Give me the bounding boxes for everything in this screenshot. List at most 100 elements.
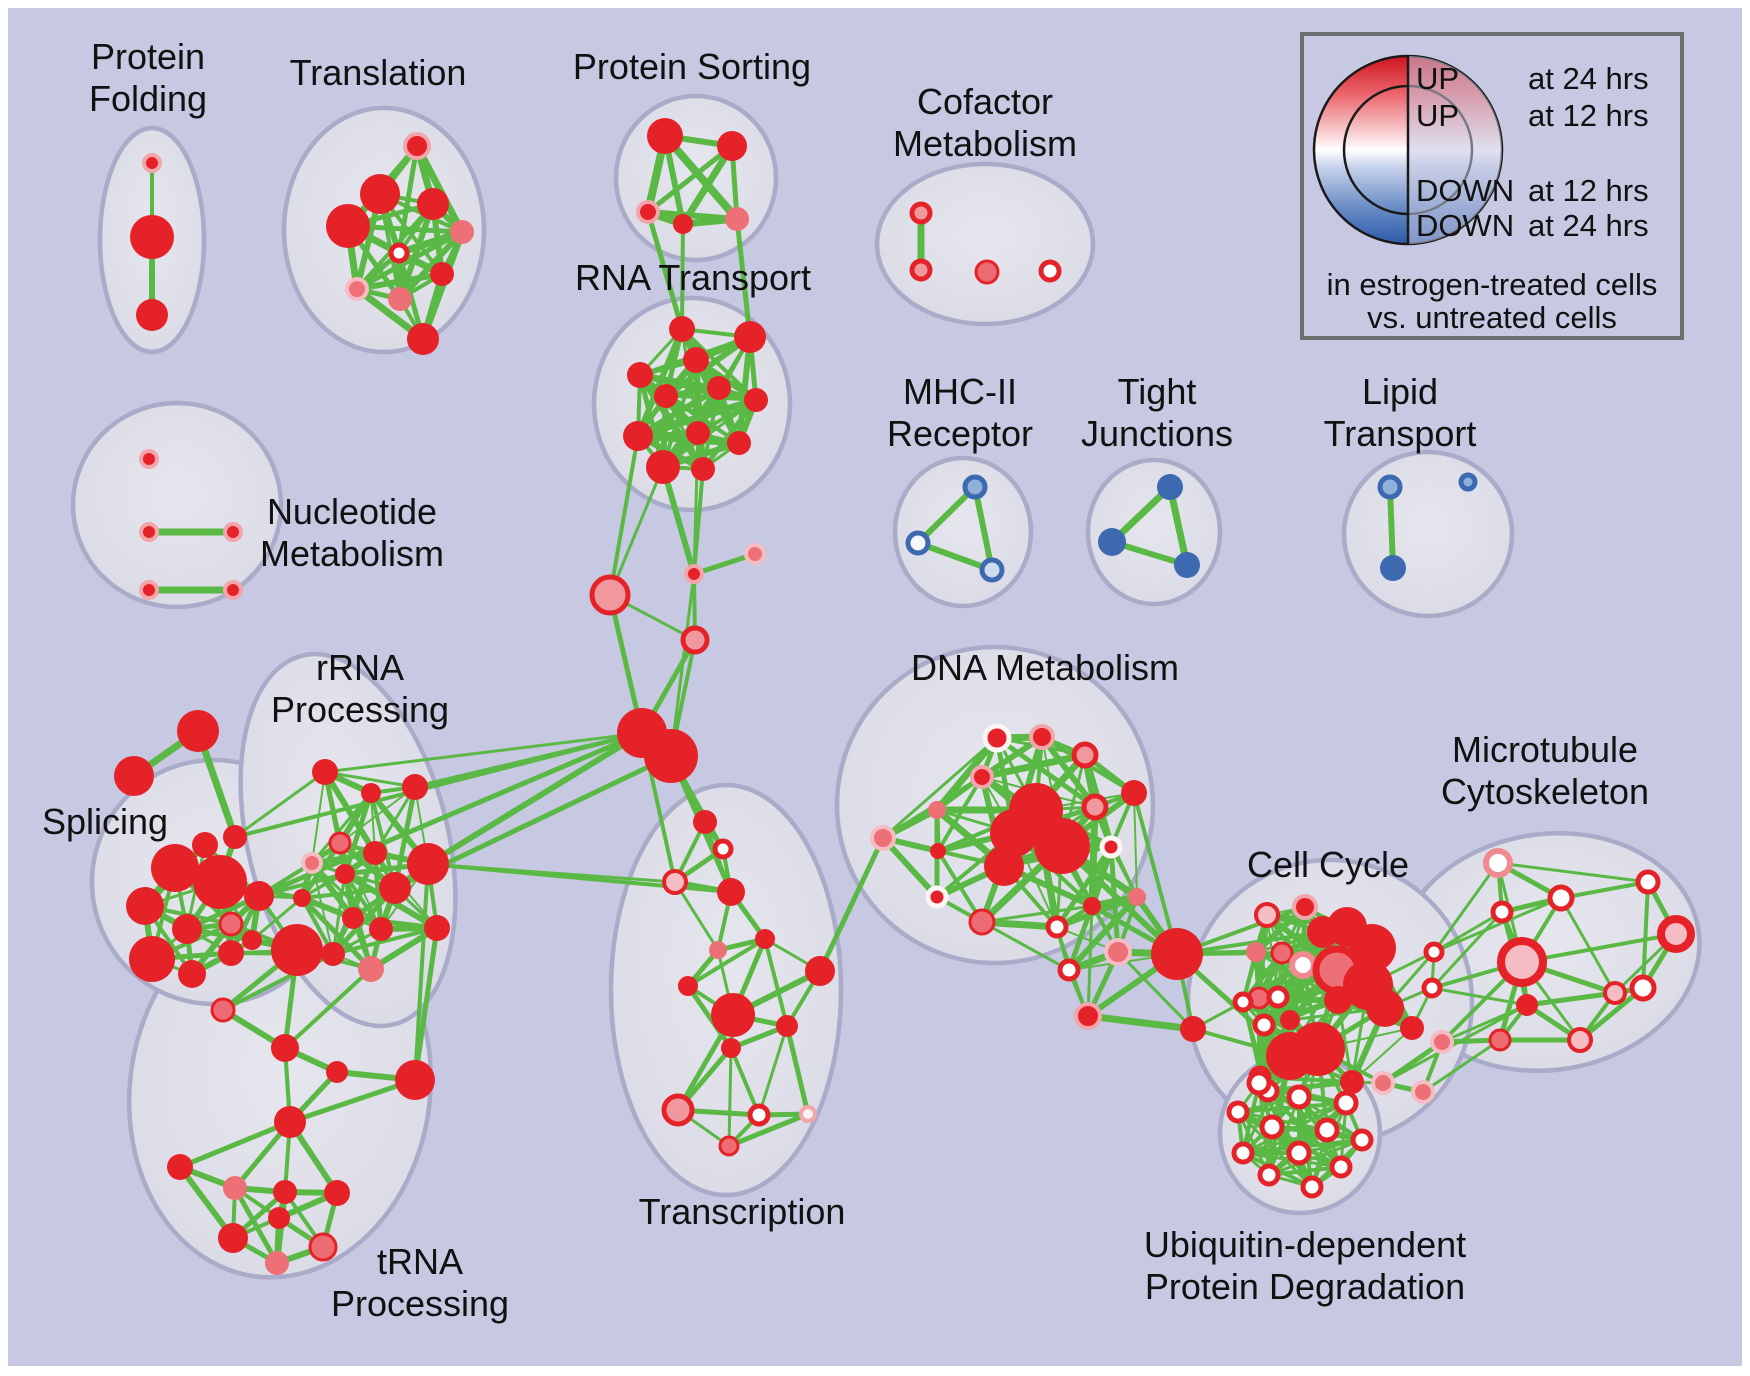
- gene-set-node: [114, 756, 154, 796]
- edge: [729, 1046, 761, 1117]
- edge: [1381, 1003, 1529, 1085]
- nodes-layer: [114, 118, 1695, 1275]
- edge: [1166, 483, 1191, 569]
- edge: [1088, 803, 1099, 910]
- cluster-label-protein-sorting: Protein Sorting: [573, 46, 811, 87]
- gene-set-node: [210, 997, 236, 1023]
- legend-time: at 12 hrs: [1528, 173, 1649, 208]
- edge: [1054, 844, 1114, 930]
- cluster-label-protein-folding: Protein Folding: [89, 36, 207, 119]
- gene-set-node: [1259, 1114, 1285, 1140]
- gene-set-node: [142, 153, 162, 173]
- edge: [1421, 1038, 1502, 1094]
- edge: [1520, 932, 1678, 964]
- gene-set-node: [1232, 991, 1254, 1013]
- gene-set-node: [982, 723, 1012, 753]
- gene-set-node: [192, 832, 218, 858]
- gene-set-node: [678, 976, 698, 996]
- gene-set-node: [1038, 259, 1062, 283]
- gene-set-node: [662, 869, 688, 895]
- gene-set-node: [136, 299, 168, 331]
- legend-faded-half: [1408, 56, 1502, 244]
- cluster-label-transcription: Transcription: [639, 1191, 846, 1232]
- gene-set-node: [1252, 1013, 1276, 1037]
- gene-set-node: [450, 220, 474, 244]
- cluster-ellipse-dna-metabolism: [834, 644, 1156, 966]
- gene-set-node: [684, 564, 704, 584]
- gene-set-node: [312, 759, 338, 785]
- gene-set-node: [321, 942, 345, 966]
- gene-set-node: [395, 1060, 435, 1100]
- gene-set-node: [1567, 1027, 1593, 1053]
- gene-set-node: [1483, 848, 1513, 878]
- gene-set-node: [1286, 1140, 1312, 1166]
- gene-set-node: [669, 316, 695, 342]
- legend-direction: DOWN: [1416, 208, 1515, 243]
- gene-set-node: [129, 936, 175, 982]
- edge: [636, 371, 707, 473]
- gene-set-node: [984, 846, 1024, 886]
- edge: [1236, 1101, 1348, 1114]
- gene-set-node: [1547, 884, 1575, 912]
- gene-set-node: [1098, 528, 1126, 556]
- cluster-label-dna-metabolism: DNA Metabolism: [911, 647, 1179, 688]
- gene-set-node: [1121, 780, 1147, 806]
- gene-set-node: [1257, 1163, 1281, 1187]
- edge: [1432, 861, 1500, 954]
- gene-set-node: [1034, 818, 1090, 874]
- gene-set-node: [1291, 1022, 1345, 1076]
- edge: [734, 216, 753, 340]
- legend-direction: DOWN: [1416, 173, 1515, 208]
- legend-caption-line2: vs. untreated cells: [1367, 300, 1617, 335]
- edge: [1432, 896, 1563, 954]
- gene-set-node: [335, 864, 355, 884]
- gene-set-node: [1174, 552, 1200, 578]
- edge: [1270, 1101, 1348, 1129]
- edge: [233, 731, 644, 839]
- edge: [972, 484, 995, 573]
- gene-set-node: [126, 887, 164, 925]
- gene-set-node: [360, 174, 400, 214]
- edge: [1241, 1128, 1329, 1155]
- gene-set-node: [345, 277, 369, 301]
- gene-set-node: [268, 1207, 290, 1229]
- edge: [817, 835, 886, 974]
- gene-set-node: [734, 321, 766, 353]
- edge: [1430, 986, 1529, 1007]
- gene-set-node: [974, 259, 1000, 285]
- gene-set-node: [301, 852, 323, 874]
- edge: [287, 1077, 418, 1125]
- gene-set-node: [1300, 1175, 1324, 1199]
- edge: [645, 209, 685, 332]
- edge: [322, 769, 378, 856]
- gene-set-node: [1045, 915, 1069, 939]
- gene-set-node: [1289, 951, 1317, 979]
- edge: [685, 983, 734, 1051]
- edge: [608, 434, 640, 597]
- gene-set-node: [326, 1061, 348, 1083]
- edge: [256, 730, 645, 899]
- gene-set-node: [928, 801, 946, 819]
- edge: [634, 396, 760, 440]
- gene-set-node: [218, 911, 244, 937]
- edge: [726, 1111, 811, 1149]
- edge: [686, 937, 767, 988]
- edge: [980, 920, 1071, 972]
- gene-set-node: [139, 449, 159, 469]
- edge: [608, 465, 665, 597]
- edge: [700, 397, 759, 472]
- gene-set-node: [172, 914, 202, 944]
- edge: [299, 895, 374, 972]
- edge: [679, 142, 736, 228]
- gene-set-node: [273, 1180, 297, 1204]
- gene-set-node: [1333, 1090, 1359, 1116]
- edge: [413, 142, 466, 236]
- gene-set-node: [1366, 989, 1404, 1027]
- gene-set-node: [1329, 1155, 1353, 1179]
- gene-set-node: [1029, 724, 1055, 750]
- gene-set-node: [646, 450, 680, 484]
- edge: [1133, 792, 1138, 898]
- gene-set-node: [589, 574, 631, 616]
- legend-time: at 24 hrs: [1528, 208, 1649, 243]
- edge: [936, 775, 984, 853]
